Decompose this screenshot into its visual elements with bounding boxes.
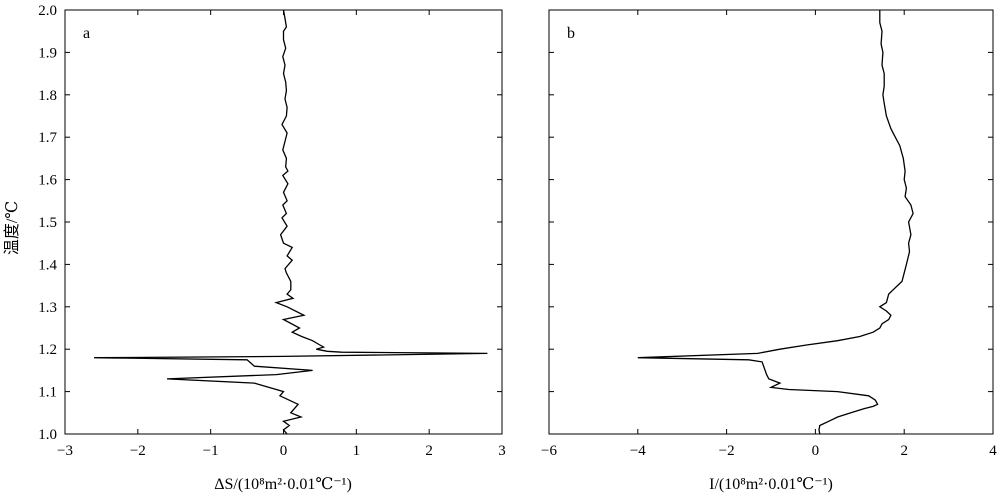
x-axis-label: ΔS/(10⁸m²·0.01℃⁻¹) [214,476,352,493]
x-tick-label: −6 [541,443,557,459]
x-tick-label: 4 [989,443,997,459]
y-tick-label: 1.3 [38,300,57,316]
y-axis-label: 温度/℃ [3,201,21,255]
x-tick-label: 3 [498,443,506,459]
x-tick-label: 0 [812,443,820,459]
panel-a: 1.0 1.1 1.2 1.3 1.4 1.5 1.6 1.7 1.8 1.9 2.0 −3 −2 −1… [38,3,506,493]
x-tick-label: 1 [353,443,361,459]
y-tick-label: 1.4 [38,257,57,273]
panel-b: −6 −4 −2 0 2 4 b I/(10⁸m²·0.01℃⁻¹) [541,9,997,493]
panel-label: a [83,25,90,42]
y-tick-label: 1.5 [38,215,57,231]
x-tick-label: −2 [719,443,735,459]
y-ticks: 1.0 1.1 1.2 1.3 1.4 1.5 1.6 1.7 1.8 1.9 2.0 [38,3,502,443]
y-tick-label: 1.7 [38,130,57,146]
x-tick-label: 2 [425,443,433,459]
y-tick-label: 1.2 [38,342,57,358]
x-axis-label: I/(10⁸m²·0.01℃⁻¹) [709,476,833,493]
x-ticks: −3 −2 −1 0 1 2 3 [57,10,506,459]
x-tick-label: −3 [57,443,73,459]
x-tick-label: −4 [630,443,646,459]
i-series-line [637,10,914,435]
x-tick-label: 2 [900,443,908,459]
panel-label: b [567,25,575,42]
y-tick-label: 1.8 [38,88,57,104]
x-ticks: −6 −4 −2 0 2 4 [541,10,997,459]
x-tick-label: 0 [280,443,288,459]
y-tick-label: 1.0 [38,427,57,443]
y-tick-label: 1.9 [38,45,57,61]
y-tick-label: 1.1 [38,385,57,401]
x-tick-label: −1 [203,443,219,459]
plot-frame [548,9,994,435]
y-tick-label: 1.6 [38,173,57,189]
delta-s-series-line [94,9,488,435]
y-ticks [549,9,993,435]
x-tick-label: −2 [130,443,146,459]
y-tick-label: 2.0 [38,3,57,19]
